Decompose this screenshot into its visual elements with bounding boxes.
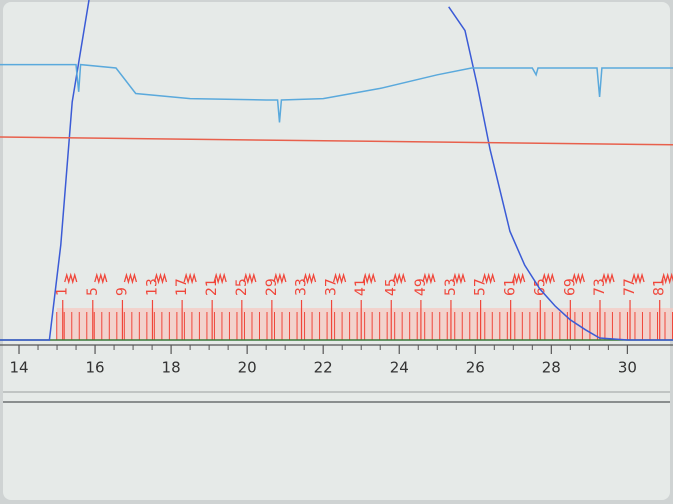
fraction-label: 37 (324, 278, 340, 296)
fraction-zigzag (94, 272, 108, 285)
fraction-label: 9 (114, 287, 130, 296)
fraction-zigzag (661, 272, 673, 285)
fraction-label: 13 (144, 278, 160, 296)
x-tick-label: 16 (86, 359, 105, 377)
fraction-label: 73 (592, 278, 608, 296)
fraction-label: 53 (443, 278, 459, 296)
fraction-zigzag (571, 272, 585, 285)
fraction-label: 21 (204, 278, 220, 296)
fraction-zigzag (213, 272, 227, 285)
fraction-zigzag (512, 272, 526, 285)
fraction-label: 41 (353, 278, 369, 296)
fraction-zigzag (392, 272, 406, 285)
screen (3, 2, 670, 500)
fraction-label: 49 (413, 278, 429, 296)
fraction-zigzag (123, 272, 138, 285)
fraction-label: 33 (294, 278, 310, 296)
fraction-label: 5 (85, 287, 101, 296)
fraction-zigzag (243, 272, 257, 285)
x-tick-label: 18 (162, 359, 181, 377)
fraction-label: 29 (264, 278, 280, 296)
fraction-zigzag (481, 272, 496, 285)
fraction-label: 45 (383, 278, 399, 296)
trace (0, 0, 673, 341)
x-tick-label: 22 (314, 359, 333, 377)
fraction-zigzag (452, 272, 466, 285)
fraction-label: 25 (234, 278, 250, 296)
fraction-zigzag (541, 272, 555, 285)
fraction-zigzag (362, 272, 376, 285)
fraction-label: 61 (503, 278, 519, 296)
fraction-zigzag (332, 272, 347, 285)
fraction-label: 77 (622, 278, 638, 296)
x-tick-label: 14 (9, 359, 28, 377)
fraction-label: 69 (562, 278, 578, 296)
fraction-zigzag (601, 272, 615, 285)
fraction-label: 1 (55, 287, 71, 296)
trace (0, 63, 673, 123)
x-tick-label: 28 (542, 359, 561, 377)
x-tick-label: 24 (390, 359, 409, 377)
x-tick-label: 26 (466, 359, 485, 377)
x-tick-label: 30 (618, 359, 637, 377)
x-tick-label: 20 (238, 359, 257, 377)
fraction-label: 81 (652, 278, 668, 296)
fraction-zigzag (302, 272, 317, 285)
fraction-zigzag (631, 272, 645, 285)
fraction-zigzag (273, 272, 287, 285)
fraction-zigzag (64, 272, 78, 285)
fraction-zigzag (153, 272, 168, 285)
fraction-label: 17 (174, 278, 190, 296)
trace (0, 136, 673, 146)
fraction-zigzag (422, 272, 436, 285)
fraction-zigzag (183, 272, 197, 285)
fraction-label: 57 (473, 278, 489, 296)
